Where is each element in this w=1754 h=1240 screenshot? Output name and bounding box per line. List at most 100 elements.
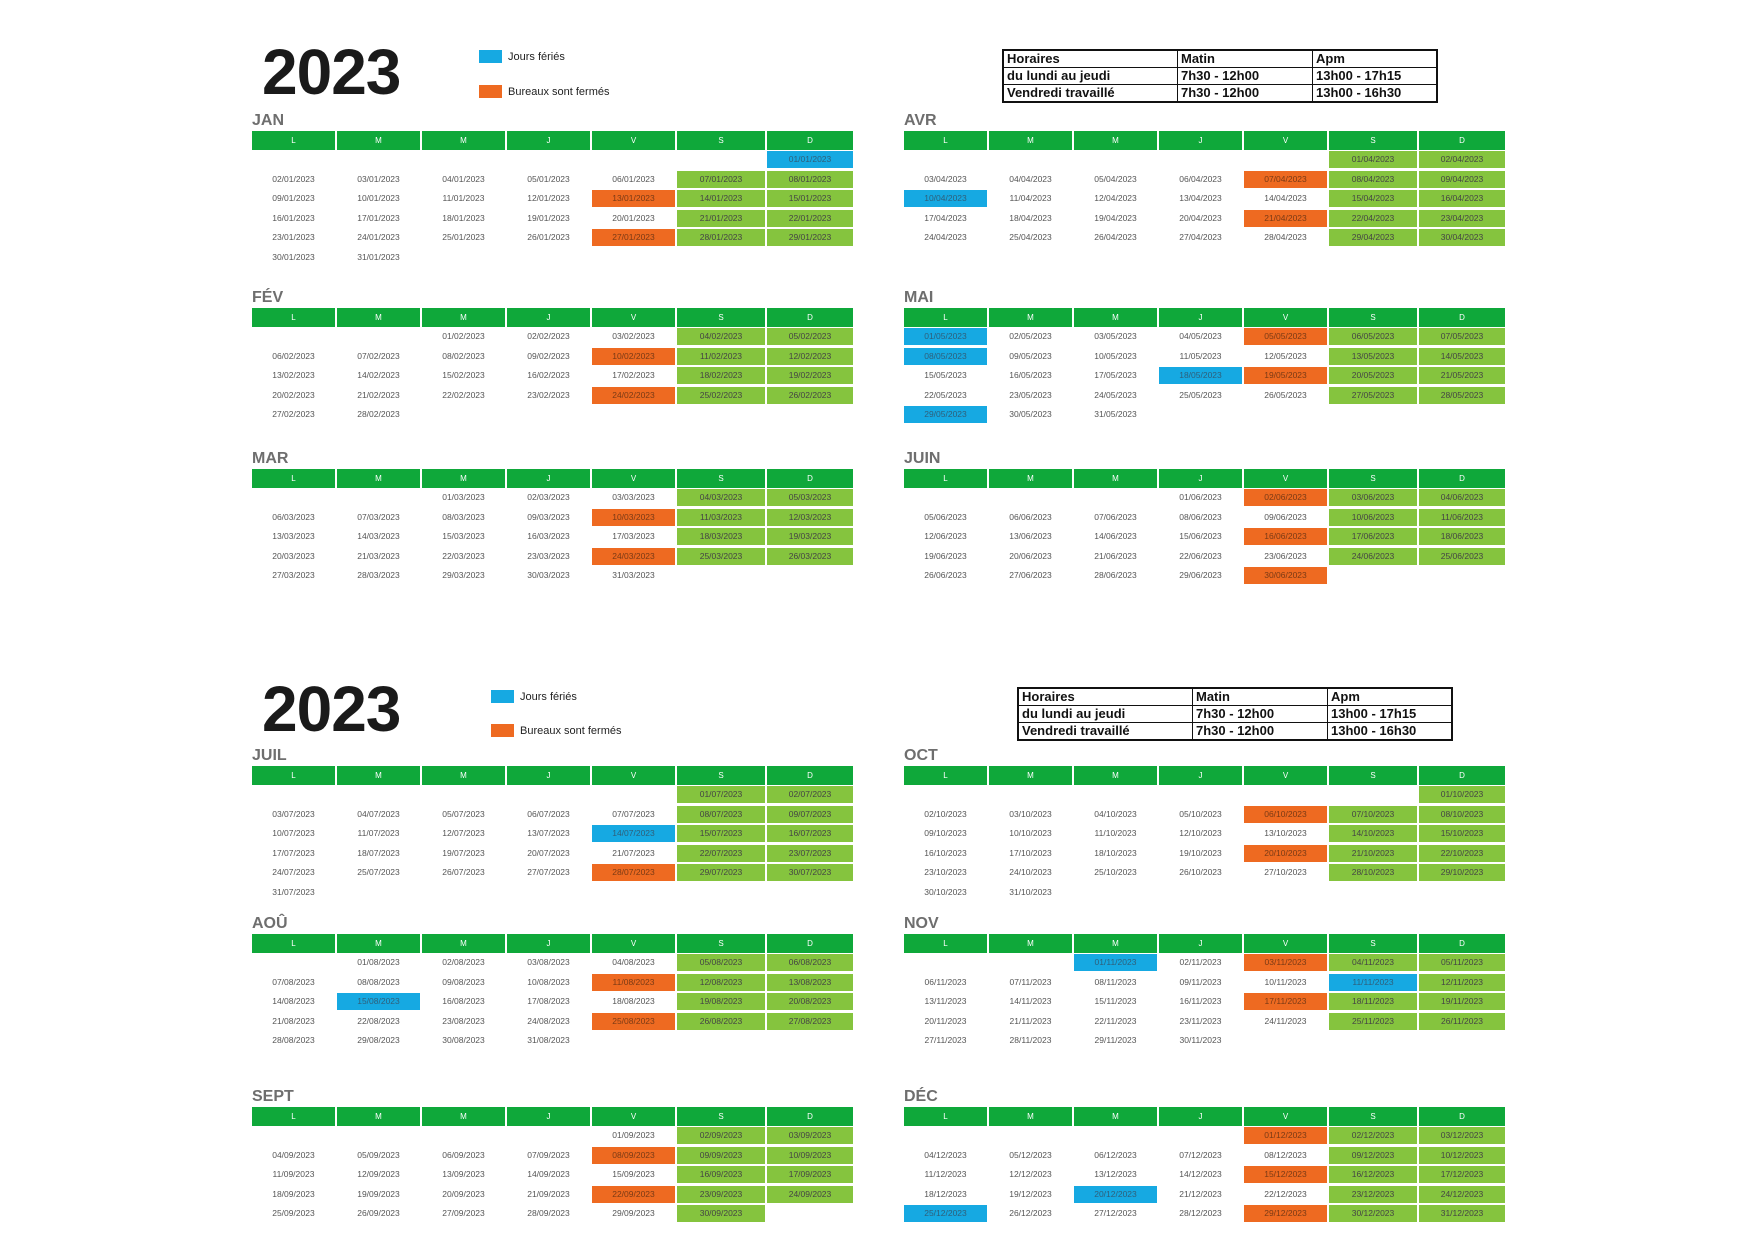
empty-day-cell [767, 249, 853, 266]
day-cell: 23/07/2023 [767, 844, 853, 862]
day-cell: 05/06/2023 [924, 511, 967, 522]
week-row: 20/02/2023 21/02/2023 22/02/2023 23/02/2023… [252, 386, 855, 406]
day-cell: 20/12/2023 [1074, 1185, 1157, 1203]
weekday-header: D [767, 131, 853, 150]
day-cell: 28/07/2023 [592, 864, 675, 882]
schedule-cell: 7h30 - 12h00 [1177, 67, 1313, 85]
day-cell: 02/11/2023 [1179, 957, 1222, 968]
day-cell: 18/10/2023 [1094, 847, 1137, 858]
day-cell: 04/05/2023 [1179, 331, 1222, 342]
day-cell: 01/01/2023 [767, 151, 853, 169]
day-cell: 25/07/2023 [357, 867, 400, 878]
week-row: 02/10/2023 03/10/2023 04/10/2023 05/10/2023… [904, 805, 1507, 825]
day-cell: 14/08/2023 [272, 996, 315, 1007]
day-cell: 20/01/2023 [612, 212, 655, 223]
empty-day-cell [989, 489, 1072, 506]
day-cell: 21/12/2023 [1179, 1188, 1222, 1199]
day-cell: 01/10/2023 [1419, 786, 1505, 804]
weekday-header: M [422, 308, 505, 327]
day-cell: 21/07/2023 [612, 847, 655, 858]
day-cell: 15/01/2023 [767, 190, 853, 208]
day-cell: 08/08/2023 [357, 976, 400, 987]
day-cell: 10/10/2023 [1009, 828, 1052, 839]
weekday-header: L [252, 131, 335, 150]
day-cell: 11/07/2023 [357, 828, 400, 839]
day-cell: 05/08/2023 [677, 954, 765, 972]
week-row: 22/05/2023 23/05/2023 24/05/2023 25/05/2023… [904, 386, 1507, 406]
day-cell: 07/10/2023 [1329, 805, 1417, 823]
day-cell: 22/06/2023 [1179, 550, 1222, 561]
month-name: OCT [904, 747, 938, 764]
weekday-header: M [337, 308, 420, 327]
day-cell: 22/09/2023 [592, 1185, 675, 1203]
day-cell: 13/05/2023 [1329, 347, 1417, 365]
day-cell: 24/07/2023 [272, 867, 315, 878]
empty-day-cell [904, 954, 987, 971]
empty-day-cell [1074, 151, 1157, 168]
empty-day-cell [1329, 567, 1417, 584]
day-cell: 27/09/2023 [442, 1208, 485, 1219]
weekday-header: S [1329, 766, 1417, 785]
day-cell: 04/01/2023 [442, 173, 485, 184]
day-cell: 29/07/2023 [677, 864, 765, 882]
day-cell: 28/10/2023 [1329, 864, 1417, 882]
day-cell: 21/01/2023 [677, 209, 765, 227]
week-row: 29/05/2023 30/05/2023 31/05/2023 [904, 405, 1507, 425]
day-cell: 15/10/2023 [1419, 825, 1505, 843]
empty-day-cell [1159, 786, 1242, 803]
schedule-cell: du lundi au jeudi [1002, 67, 1178, 85]
week-row: 30/10/2023 31/10/2023 [904, 883, 1507, 903]
day-cell: 06/06/2023 [1009, 511, 1052, 522]
weekday-header: J [507, 766, 590, 785]
day-cell: 31/08/2023 [527, 1035, 570, 1046]
week-row: 01/07/2023 02/07/2023 [252, 785, 855, 805]
day-cell: 15/09/2023 [612, 1169, 655, 1180]
day-cell: 18/09/2023 [272, 1188, 315, 1199]
day-cell: 28/05/2023 [1419, 386, 1505, 404]
day-cell: 14/10/2023 [1329, 825, 1417, 843]
legend-closed-label: Bureaux sont fermés [508, 85, 610, 98]
empty-day-cell [252, 151, 335, 168]
week-row: 23/10/2023 24/10/2023 25/10/2023 26/10/2023… [904, 863, 1507, 883]
weekday-header: V [1244, 308, 1327, 327]
weekday-header: S [1329, 934, 1417, 953]
empty-day-cell [1074, 1127, 1157, 1144]
legend-holiday-label: Jours fériés [520, 690, 577, 703]
week-row: 01/05/2023 02/05/2023 03/05/2023 04/05/2023… [904, 327, 1507, 347]
day-cell: 24/01/2023 [357, 232, 400, 243]
empty-day-cell [252, 1127, 335, 1144]
empty-day-cell [507, 1127, 590, 1144]
day-cell: 18/07/2023 [357, 847, 400, 858]
schedule-cell: Horaires [1002, 49, 1178, 68]
day-cell: 04/09/2023 [272, 1149, 315, 1160]
day-cell: 22/11/2023 [1094, 1015, 1137, 1026]
day-cell: 05/04/2023 [1094, 173, 1137, 184]
schedule-cell: Vendredi travaillé [1002, 84, 1178, 103]
schedule-cell: du lundi au jeudi [1017, 705, 1193, 723]
day-cell: 01/06/2023 [1179, 492, 1222, 503]
day-cell: 14/06/2023 [1094, 531, 1137, 542]
weekday-header: S [677, 766, 765, 785]
day-cell: 02/03/2023 [527, 492, 570, 503]
empty-day-cell [422, 249, 505, 266]
day-cell: 13/07/2023 [527, 828, 570, 839]
weekday-header: M [337, 1107, 420, 1126]
weekday-header: V [1244, 131, 1327, 150]
weekday-header: V [592, 766, 675, 785]
weekday-header: S [1329, 131, 1417, 150]
day-cell: 23/12/2023 [1329, 1185, 1417, 1203]
week-row: 18/12/2023 19/12/2023 20/12/2023 21/12/2023… [904, 1185, 1507, 1205]
day-cell: 10/02/2023 [592, 347, 675, 365]
day-cell: 04/03/2023 [677, 489, 765, 507]
day-cell: 29/08/2023 [357, 1035, 400, 1046]
weekday-header: J [507, 469, 590, 488]
empty-day-cell [677, 884, 765, 901]
day-cell: 07/04/2023 [1244, 170, 1327, 188]
day-cell: 21/08/2023 [272, 1015, 315, 1026]
day-cell: 09/01/2023 [272, 193, 315, 204]
day-cell: 29/06/2023 [1179, 570, 1222, 581]
weekday-header: M [989, 131, 1072, 150]
weekday-header: M [337, 934, 420, 953]
